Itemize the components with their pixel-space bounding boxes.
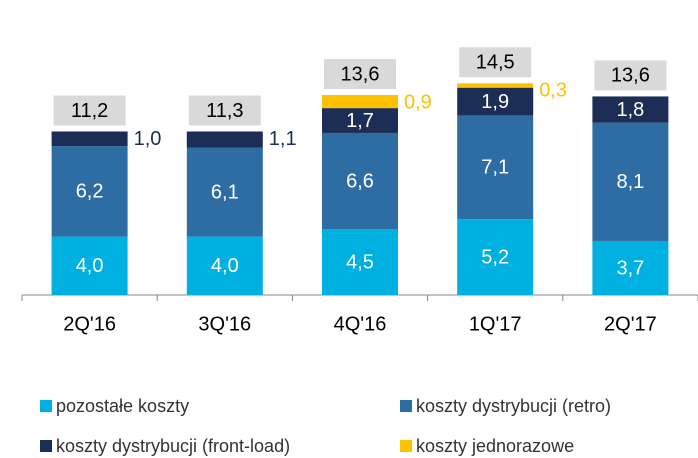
data-label: 8,1 <box>616 171 644 193</box>
bar-segment <box>51 236 128 295</box>
bar-segment <box>186 131 263 148</box>
total-label: 14,5 <box>476 52 515 74</box>
bar-segment <box>51 146 128 237</box>
x-tick-label: 4Q'16 <box>334 313 387 335</box>
bar-segment <box>322 229 398 295</box>
legend-swatch <box>40 440 52 452</box>
legend-swatch <box>40 400 52 412</box>
data-label: 4,0 <box>211 255 239 277</box>
bar-segment <box>186 147 263 237</box>
total-label: 13,6 <box>341 63 380 85</box>
total-label: 11,2 <box>71 100 108 122</box>
total-label: 13,6 <box>611 65 650 87</box>
legend-label: koszty jednorazowe <box>416 436 574 456</box>
data-label: 1,0 <box>134 128 162 150</box>
data-label: 6,1 <box>211 181 239 203</box>
bar-segment <box>322 132 398 230</box>
total-box <box>188 95 261 126</box>
bar-segment <box>457 83 534 88</box>
data-label: 4,0 <box>76 255 104 277</box>
data-label: 3,7 <box>616 257 644 279</box>
bar-segment <box>592 96 669 123</box>
bar-segment <box>592 240 669 295</box>
total-label: 11,3 <box>206 100 243 122</box>
data-label: 1,8 <box>616 99 644 121</box>
bar-segment <box>322 108 398 133</box>
legend-swatch <box>400 440 412 452</box>
bar-segment <box>186 236 263 295</box>
legend-label: koszty dystrybucji (front-load) <box>56 436 290 456</box>
x-tick-label: 1Q'17 <box>469 313 522 335</box>
bar-segment <box>322 94 398 109</box>
total-box <box>324 58 396 89</box>
bar-segment <box>457 87 534 116</box>
data-label: 7,1 <box>481 157 509 179</box>
legend-swatch <box>400 400 412 412</box>
data-label: 6,6 <box>346 170 374 192</box>
bar-segment <box>592 122 669 241</box>
bar-segment <box>457 115 534 220</box>
data-label: 6,2 <box>76 181 104 203</box>
x-tick-label: 2Q'16 <box>63 313 116 335</box>
data-label: 1,7 <box>346 110 374 132</box>
total-box <box>459 47 532 78</box>
bar-segment <box>51 131 128 147</box>
data-label: 5,2 <box>481 246 509 268</box>
legend-label: pozostałe koszty <box>56 396 189 416</box>
bar-segment <box>457 219 534 295</box>
data-label: 1,1 <box>269 128 297 150</box>
data-label: 0,9 <box>404 91 432 113</box>
total-box <box>53 95 126 126</box>
data-label: 4,5 <box>346 251 374 273</box>
data-label: 0,3 <box>539 80 567 102</box>
x-tick-label: 3Q'16 <box>198 313 251 335</box>
x-tick-label: 2Q'17 <box>604 313 657 335</box>
total-box <box>594 60 667 91</box>
legend-label: koszty dystrybucji (retro) <box>416 396 611 416</box>
data-label: 1,9 <box>481 91 509 113</box>
